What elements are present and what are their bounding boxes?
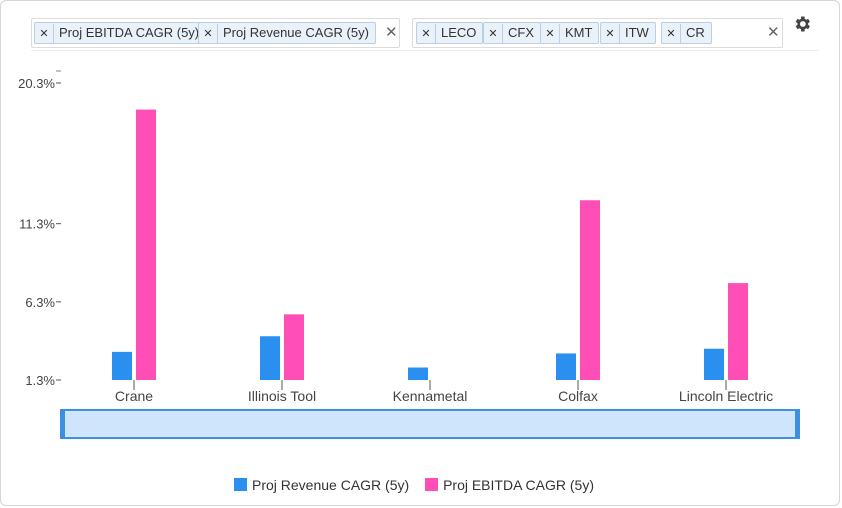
remove-chip-icon[interactable]: ✕ [35,24,54,44]
x-tick-label: Lincoln Electric [679,388,773,404]
y-axis: 1.3% 6.3% 11.3% 20.3% [18,70,61,388]
x-axis: Crane Illinois Tool Kennametal Colfax Lincol… [115,380,773,404]
chip-label: ITW [625,25,649,40]
x-tick-label: Illinois Tool [248,388,316,404]
chip-label: Proj Revenue CAGR (5y) [223,25,369,40]
remove-chip-icon[interactable]: ✕ [601,24,620,44]
ticker-filter[interactable]: ✕ LECO ✕ CFX ✕ KMT ✕ ITW ✕ CR ✕ [412,18,783,48]
bars [112,109,748,381]
bar-ebitda-illinois-tool[interactable] [284,314,304,380]
legend-label: Proj Revenue CAGR (5y) [252,477,410,493]
bar-ebitda-lincoln-electric[interactable] [728,283,748,380]
y-tick-label: 6.3% [25,295,55,310]
x-tick-label: Kennametal [393,388,468,404]
remove-chip-icon[interactable]: ✕ [541,24,560,44]
chip-label: KMT [565,25,593,40]
bar-ebitda-crane[interactable] [136,109,156,381]
remove-chip-icon[interactable]: ✕ [417,24,436,44]
ticker-chip-kmt[interactable]: ✕ KMT [540,22,600,44]
metric-filter[interactable]: ✕ Proj EBITDA CAGR (5y) ✕ Proj Revenue CAG… [31,18,400,48]
bar-revenue-kennametal[interactable] [408,367,428,380]
metric-chip-ebitda[interactable]: ✕ Proj EBITDA CAGR (5y) [34,22,207,44]
x-tick-label: Crane [115,388,153,404]
chip-label: CFX [508,25,534,40]
ticker-chip-itw[interactable]: ✕ ITW [600,22,656,44]
clear-tickers-icon[interactable]: ✕ [767,24,780,41]
legend: Proj Revenue CAGR (5y) Proj EBITDA CAGR … [1,477,827,493]
clear-metrics-icon[interactable]: ✕ [385,24,398,41]
remove-chip-icon[interactable]: ✕ [199,24,218,44]
legend-swatch-revenue [234,478,247,491]
chip-label: CR [686,25,705,40]
chip-label: Proj EBITDA CAGR (5y) [59,25,200,40]
scrollbar-right-handle[interactable] [795,409,800,439]
ticker-chip-cfx[interactable]: ✕ CFX [483,22,541,44]
bar-revenue-crane[interactable] [112,351,132,380]
range-scrollbar[interactable] [60,409,800,439]
x-tick-label: Colfax [558,388,598,404]
chip-label: LECO [441,25,477,40]
remove-chip-icon[interactable]: ✕ [484,24,503,44]
legend-item-revenue[interactable]: Proj Revenue CAGR (5y) [234,477,409,493]
scrollbar-left-handle[interactable] [60,409,65,439]
bar-revenue-colfax[interactable] [556,353,576,380]
y-tick-label: 11.3% [19,217,55,232]
gear-icon[interactable] [792,14,812,34]
remove-chip-icon[interactable]: ✕ [662,24,681,44]
bar-revenue-illinois-tool[interactable] [260,336,280,380]
bar-revenue-lincoln-electric[interactable] [704,348,724,380]
bar-ebitda-colfax[interactable] [580,200,600,380]
metric-chip-revenue[interactable]: ✕ Proj Revenue CAGR (5y) [198,22,376,44]
bar-chart: 1.3% 6.3% 11.3% 20.3% Crane Illinois Tool Ken… [18,70,773,404]
y-tick-label: 1.3% [25,373,55,388]
legend-item-ebitda[interactable]: Proj EBITDA CAGR (5y) [425,477,594,493]
legend-swatch-ebitda [425,478,439,491]
divider [31,50,819,51]
legend-label: Proj EBITDA CAGR (5y) [443,477,594,493]
ticker-chip-leco[interactable]: ✕ LECO [416,22,484,44]
y-tick-label: 20.3% [18,76,55,91]
ticker-chip-cr[interactable]: ✕ CR [661,22,712,44]
